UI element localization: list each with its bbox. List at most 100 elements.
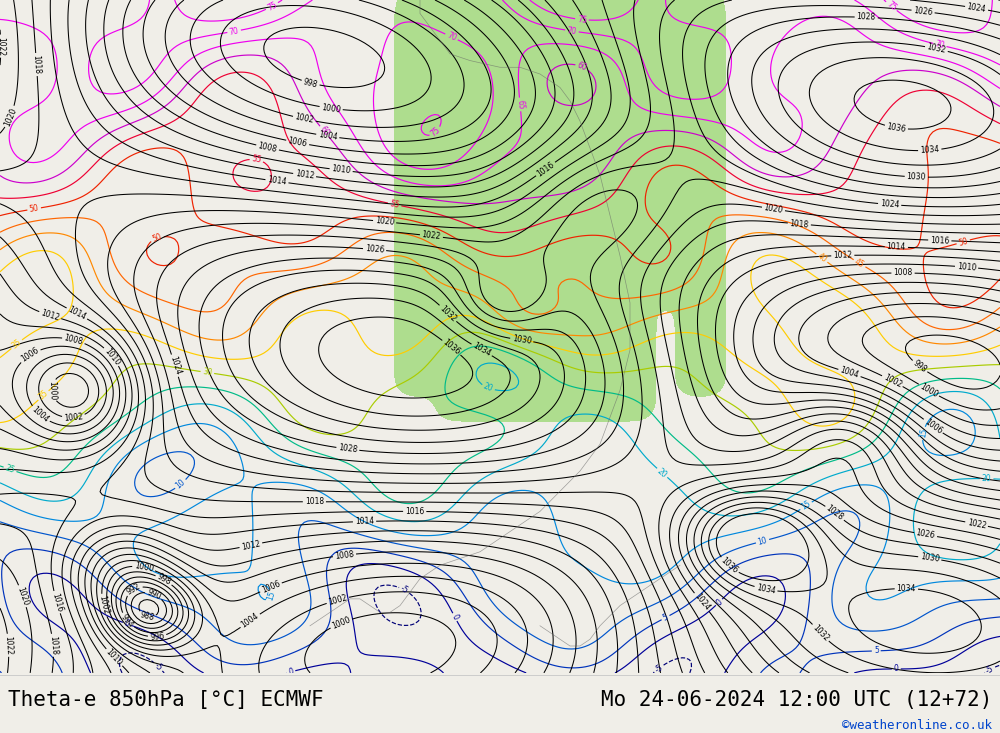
Text: 20: 20 (982, 474, 992, 483)
Text: 1034: 1034 (897, 584, 916, 593)
Text: 1014: 1014 (66, 305, 88, 322)
Text: 1004: 1004 (839, 366, 860, 380)
Text: 1024: 1024 (966, 2, 987, 14)
Text: 1030: 1030 (512, 334, 532, 346)
Text: 15: 15 (918, 427, 929, 439)
Text: 1030: 1030 (920, 553, 940, 564)
Text: 1034: 1034 (756, 583, 776, 596)
Text: 1002: 1002 (64, 412, 84, 423)
Text: 40: 40 (815, 251, 828, 265)
Text: 35: 35 (37, 388, 50, 402)
Text: -5: -5 (984, 664, 995, 676)
Text: 1018: 1018 (305, 497, 324, 507)
Text: 75: 75 (429, 125, 442, 139)
Text: Mo 24-06-2024 12:00 UTC (12+72): Mo 24-06-2024 12:00 UTC (12+72) (601, 690, 992, 710)
Text: 70: 70 (566, 26, 577, 36)
Text: 75: 75 (577, 15, 587, 24)
Text: 996: 996 (150, 631, 165, 641)
Text: 20: 20 (482, 382, 494, 394)
Text: 1036: 1036 (886, 122, 907, 134)
Text: 65: 65 (515, 99, 525, 110)
Text: 5: 5 (661, 613, 670, 623)
Text: 1004: 1004 (318, 130, 338, 142)
Text: 1032: 1032 (810, 623, 830, 643)
Text: 20: 20 (656, 466, 669, 479)
Text: 1008: 1008 (257, 141, 278, 154)
Text: 1004: 1004 (240, 611, 261, 630)
Text: ©weatheronline.co.uk: ©weatheronline.co.uk (842, 719, 992, 732)
Text: 25: 25 (4, 463, 16, 475)
Text: 998: 998 (155, 572, 172, 587)
Text: 1028: 1028 (338, 443, 358, 454)
Text: Theta-e 850hPa [°C] ECMWF: Theta-e 850hPa [°C] ECMWF (8, 690, 324, 710)
Text: 1036: 1036 (719, 556, 739, 575)
Text: 998: 998 (302, 77, 319, 89)
Text: 70: 70 (229, 26, 240, 37)
Text: 994: 994 (119, 612, 136, 629)
Text: 1016: 1016 (405, 507, 424, 516)
Text: 1006: 1006 (287, 136, 308, 149)
Text: 15: 15 (800, 499, 812, 512)
Text: 998: 998 (911, 358, 928, 375)
Text: 1014: 1014 (267, 175, 287, 187)
Text: 60: 60 (576, 61, 588, 73)
Text: 1026: 1026 (365, 244, 385, 255)
Text: 1028: 1028 (824, 504, 845, 523)
Text: 1014: 1014 (355, 517, 374, 526)
Text: 1034: 1034 (471, 342, 492, 358)
Text: 1002: 1002 (97, 595, 110, 616)
Text: 1004: 1004 (30, 405, 50, 424)
Text: 60: 60 (318, 125, 331, 138)
Text: 1000: 1000 (918, 381, 939, 399)
Text: 5: 5 (874, 647, 879, 655)
Text: 1032: 1032 (926, 43, 947, 55)
Text: 1020: 1020 (375, 216, 395, 227)
Text: 1020: 1020 (15, 586, 30, 607)
Text: 50: 50 (957, 236, 969, 248)
Text: 988: 988 (139, 611, 155, 623)
Text: 1020: 1020 (2, 106, 18, 128)
Text: 70: 70 (934, 40, 946, 51)
Text: 1036: 1036 (441, 338, 462, 357)
Text: 75: 75 (266, 0, 278, 12)
Text: 1012: 1012 (40, 308, 61, 323)
Text: 10: 10 (757, 536, 768, 547)
Text: -5: -5 (152, 661, 164, 673)
Text: 1006: 1006 (260, 579, 282, 595)
Text: 1012: 1012 (241, 539, 261, 551)
Text: 15: 15 (265, 590, 277, 602)
Text: 0: 0 (123, 619, 131, 629)
Text: 1002: 1002 (327, 593, 348, 607)
Text: 0: 0 (288, 667, 294, 677)
Text: 1012: 1012 (833, 251, 852, 260)
Text: 55: 55 (389, 199, 400, 210)
Text: 70: 70 (445, 31, 458, 43)
Text: 1026: 1026 (915, 528, 936, 541)
Text: 990: 990 (145, 587, 162, 601)
Text: 1008: 1008 (893, 268, 913, 278)
Text: 1010: 1010 (104, 647, 124, 668)
Text: 1024: 1024 (880, 199, 900, 210)
Text: 35: 35 (10, 338, 23, 350)
Text: 1022: 1022 (421, 230, 441, 242)
Text: -5: -5 (653, 663, 665, 674)
Text: 1016: 1016 (535, 160, 556, 178)
Text: 10: 10 (174, 478, 187, 490)
Text: 1018: 1018 (789, 218, 809, 229)
Text: 1008: 1008 (334, 550, 355, 561)
Text: 1002: 1002 (882, 372, 903, 389)
Text: 1002: 1002 (294, 113, 315, 125)
Text: 1006: 1006 (20, 346, 41, 364)
Text: 1026: 1026 (913, 6, 933, 17)
Text: 1000: 1000 (330, 615, 352, 631)
Text: 1010: 1010 (957, 262, 977, 273)
Text: 45: 45 (853, 257, 866, 270)
Text: 1000: 1000 (133, 561, 154, 574)
Text: 1000: 1000 (47, 380, 57, 400)
Text: 1022: 1022 (3, 636, 14, 655)
Text: 1024: 1024 (168, 355, 182, 376)
Text: 1008: 1008 (63, 334, 84, 347)
Text: 1032: 1032 (438, 303, 458, 323)
Text: 55: 55 (251, 155, 262, 165)
Text: 1018: 1018 (48, 636, 58, 655)
